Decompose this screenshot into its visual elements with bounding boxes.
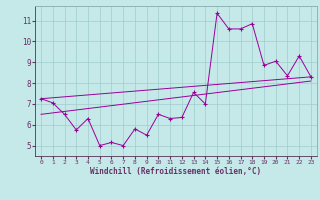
X-axis label: Windchill (Refroidissement éolien,°C): Windchill (Refroidissement éolien,°C) — [91, 167, 261, 176]
